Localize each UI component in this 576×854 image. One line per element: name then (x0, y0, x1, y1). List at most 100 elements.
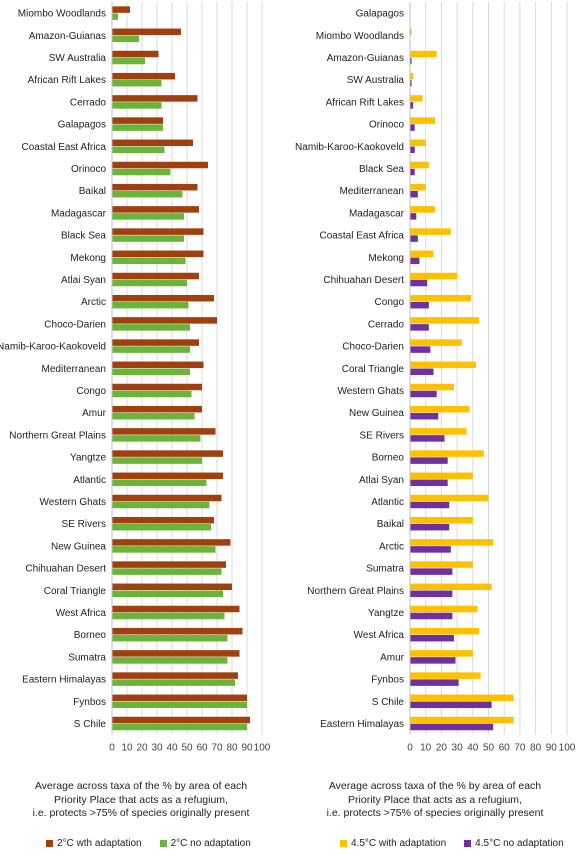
category-label: Atlai Syan (359, 475, 404, 486)
category-label: Chihuahan Desert (323, 275, 404, 286)
category-label: West Africa (56, 608, 107, 619)
bar (410, 57, 412, 65)
x-tick-label: 80 (530, 743, 542, 754)
x-tick-label: 90 (241, 743, 253, 754)
category-label: Black Sea (359, 164, 404, 175)
category-label: Arctic (379, 541, 404, 552)
bar (112, 650, 240, 657)
bar (410, 634, 454, 642)
bar (410, 435, 445, 442)
category-label: Mediterranean (42, 364, 106, 375)
bar (112, 694, 247, 702)
bar (112, 627, 243, 635)
bar (112, 190, 183, 198)
bar (112, 250, 204, 258)
category-label: Baikal (377, 519, 404, 530)
bar (410, 124, 415, 131)
category-label: Congo (77, 386, 107, 397)
category-label: Galapagos (356, 9, 404, 20)
category-label: Atlai Syan (61, 275, 106, 286)
bar (410, 250, 434, 258)
bar (410, 501, 450, 509)
category-label: Western Ghats (39, 497, 106, 508)
bar (410, 539, 494, 546)
bar (112, 501, 210, 509)
legend-label: 4.5°C with adaptation (351, 838, 447, 849)
bar (112, 50, 159, 58)
bar (410, 50, 437, 58)
bar (410, 457, 448, 464)
bar (410, 627, 480, 635)
bar (112, 672, 238, 679)
x-tick-label: 40 (166, 743, 178, 754)
bar (112, 412, 195, 420)
bar (112, 339, 199, 346)
bar (410, 213, 417, 220)
bar (410, 257, 420, 265)
bar (112, 539, 231, 546)
bar (410, 294, 472, 302)
bar (410, 701, 492, 709)
bar (410, 412, 439, 420)
x-tick-label: 20 (436, 743, 448, 754)
bar (410, 146, 415, 154)
bar (112, 272, 199, 280)
bar (112, 472, 223, 480)
category-label: S Chile (74, 719, 107, 730)
category-label: Borneo (372, 453, 405, 464)
x-tick-label: 40 (467, 743, 479, 754)
category-label: Congo (375, 297, 405, 308)
bar (410, 346, 431, 353)
bar (112, 13, 118, 20)
bar (410, 139, 426, 147)
category-label: Sumatra (68, 652, 106, 663)
bar (112, 72, 175, 80)
category-label: SE Rivers (360, 430, 404, 441)
category-label: Namib-Karoo-Kaokoveld (295, 142, 404, 153)
bar (410, 28, 412, 36)
bar (112, 139, 193, 147)
bar (410, 279, 428, 287)
bar (112, 561, 226, 568)
legend-item-2c-no-adaptation: 2°C no adaptation (159, 838, 251, 849)
x-tick-label: 0 (109, 743, 115, 754)
legend-swatch (46, 840, 53, 847)
bar (112, 405, 202, 413)
bar (410, 583, 492, 591)
category-label: Madagascar (51, 208, 107, 219)
category-label: Black Sea (61, 231, 106, 242)
category-label: Atlantic (73, 475, 106, 486)
bar (410, 339, 462, 346)
bar (112, 206, 199, 213)
bar (410, 383, 454, 391)
bar (410, 301, 429, 309)
category-label: Arctic (81, 297, 106, 308)
bar (112, 479, 207, 487)
legend-item-4-5c-with-adaptation: 4.5°C with adaptation (340, 838, 446, 849)
category-label: African Rift Lakes (326, 97, 404, 108)
left-legend: 2°C wth adaptation 2°C no adaptation (46, 838, 251, 849)
category-label: Chihuahan Desert (25, 564, 106, 575)
right-caption-line-1: Average across taxa of the % by area of … (328, 780, 542, 792)
bar (112, 235, 184, 242)
x-tick-label: 70 (514, 743, 526, 754)
category-label: Yangtze (368, 608, 404, 619)
category-label: Coastal East Africa (320, 231, 405, 242)
x-tick-label: 100 (254, 743, 271, 754)
category-label: Eastern Himalayas (320, 719, 404, 730)
chart-panel-1: 0 10 20 30 40 50 60 70 80 90 100 Miombo Woodlands Am… (0, 2, 271, 754)
bar (410, 190, 418, 198)
bar (112, 390, 192, 398)
category-label: Miombo Woodlands (18, 9, 106, 20)
category-label: Mediterranean (340, 186, 404, 197)
category-label: Amazon-Guianas (327, 53, 404, 64)
bar (410, 590, 453, 598)
bar (410, 523, 450, 531)
bar (112, 161, 208, 169)
category-label: SW Australia (49, 53, 107, 64)
bar (112, 146, 165, 154)
bar (410, 183, 426, 191)
category-label: Orinoco (71, 164, 106, 175)
legend-swatch (340, 840, 347, 847)
